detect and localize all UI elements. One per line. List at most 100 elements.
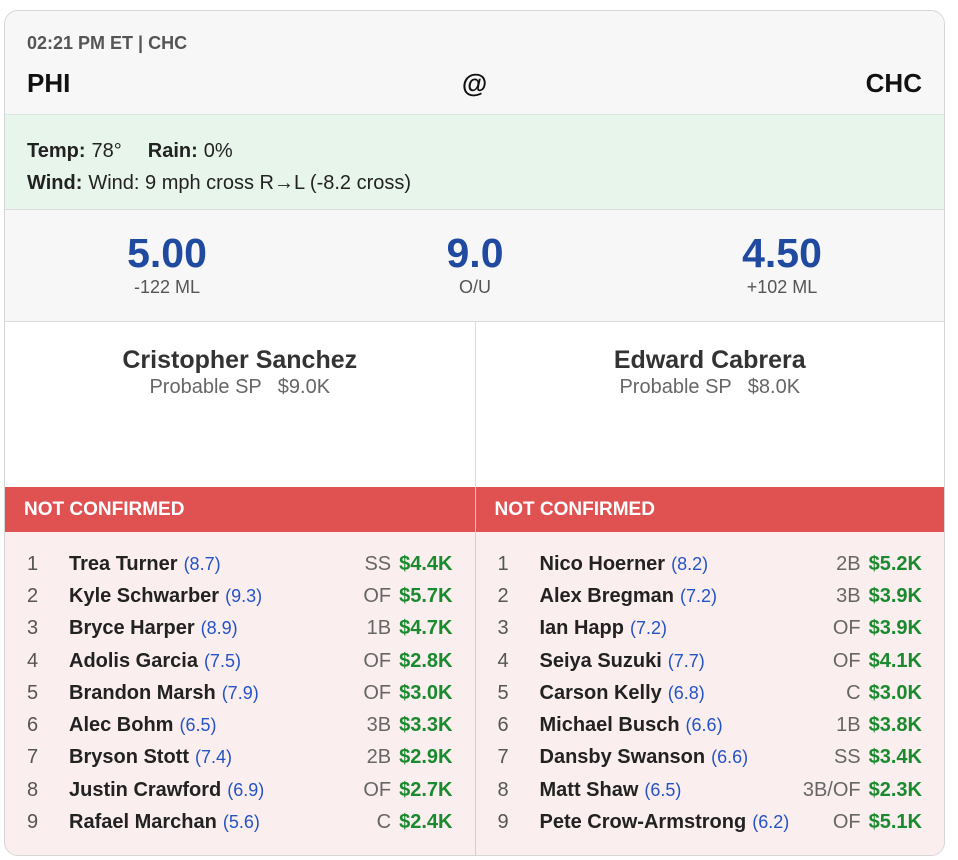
lineups-panel: NOT CONFIRMED 1 Trea Turner (8.7) SS $4.4K 2 K…	[5, 487, 945, 855]
player-projection: (7.2)	[680, 585, 718, 606]
pitchers-panel: Cristopher Sanchez Probable SP $9.0K Edwa…	[5, 322, 944, 487]
player-salary: $4.1K	[868, 649, 922, 672]
away-team[interactable]: PHI	[27, 68, 71, 98]
rain-value: 0%	[203, 139, 233, 162]
batting-order: 3	[27, 617, 39, 640]
player-position: SS	[364, 552, 392, 575]
player-salary: $3.3K	[399, 714, 453, 737]
batting-order: 2	[27, 584, 39, 607]
lineup-row: 2 Kyle Schwarber (9.3) OF $5.7K	[5, 580, 475, 612]
over-under-total: 9.0	[446, 230, 504, 276]
player-salary: $3.0K	[399, 681, 453, 704]
player-name[interactable]: Bryce Harper	[69, 617, 195, 640]
batting-order: 5	[27, 681, 39, 704]
lineup-row: 7 Dansby Swanson (6.6) SS $3.4K	[476, 742, 945, 774]
lineup-row: 3 Bryce Harper (8.9) 1B $4.7K	[5, 613, 475, 645]
lineup-row: 8 Matt Shaw (6.5) 3B/OF $2.3K	[476, 774, 945, 806]
game-time: 02:21 PM ET | CHC	[27, 33, 188, 53]
player-name[interactable]: Michael Busch	[539, 714, 680, 737]
player-salary: $3.8K	[868, 714, 922, 737]
batting-order: 1	[27, 552, 39, 575]
lineup-row: 9 Pete Crow-Armstrong (6.2) OF $5.1K	[476, 806, 945, 838]
away-pitcher-salary: $9.0K	[277, 376, 331, 398]
weather-line-1: Temp: 78° Rain: 0%	[27, 135, 922, 167]
weather-panel: Temp: 78° Rain: 0% Wind: Wind: 9 mph cro…	[5, 114, 944, 210]
home-pitcher-name[interactable]: Edward Cabrera	[613, 346, 806, 374]
player-salary: $3.9K	[868, 617, 922, 640]
player-name[interactable]: Kyle Schwarber	[69, 584, 220, 607]
player-name[interactable]: Trea Turner	[69, 552, 178, 575]
player-name[interactable]: Ian Happ	[539, 617, 624, 640]
player-projection: (6.5)	[179, 715, 217, 736]
batting-order: 5	[497, 681, 509, 704]
odds-panel: 5.00 -122 ML 9.0 O/U 4.50 +102 ML	[5, 210, 944, 322]
away-pitcher-name[interactable]: Cristopher Sanchez	[122, 346, 358, 374]
batting-order: 7	[497, 746, 509, 769]
player-position: 3B	[366, 714, 392, 737]
away-pitcher: Cristopher Sanchez Probable SP $9.0K	[5, 322, 475, 487]
temp-label: Temp:	[27, 139, 86, 162]
player-projection: (7.2)	[629, 618, 667, 639]
player-name[interactable]: Alec Bohm	[69, 714, 174, 737]
player-salary: $5.2K	[868, 552, 922, 575]
player-projection: (7.5)	[203, 650, 241, 671]
lineup-row: 7 Bryson Stott (7.4) 2B $2.9K	[5, 742, 475, 774]
player-projection: (9.3)	[225, 585, 263, 606]
rain-label: Rain:	[147, 139, 198, 162]
game-header: 02:21 PM ET | CHC PHI @ CHC	[5, 11, 944, 114]
away-lineup-list: 1 Trea Turner (8.7) SS $4.4K 2 Kyle Schwarber(…	[5, 532, 475, 839]
home-lineup-list: 1 Nico Hoerner (8.2) 2B $5.2K 2 Alex Bregman (7…	[476, 532, 945, 839]
player-salary: $3.0K	[868, 681, 922, 704]
batting-order: 6	[497, 714, 509, 737]
player-name[interactable]: Brandon Marsh	[69, 681, 216, 704]
player-name[interactable]: Bryson Stott	[69, 746, 189, 769]
player-salary: $5.1K	[868, 811, 922, 834]
batting-order: 8	[27, 778, 39, 801]
player-position: OF	[832, 617, 861, 640]
player-name[interactable]: Matt Shaw	[539, 778, 639, 801]
away-lineup: NOT CONFIRMED 1 Trea Turner (8.7) SS $4.4K 2 K…	[5, 487, 475, 855]
player-name[interactable]: Adolis Garcia	[69, 649, 198, 672]
player-salary: $5.7K	[399, 584, 453, 607]
home-pitcher-role: Probable SP	[619, 376, 732, 398]
player-projection: (7.7)	[667, 650, 705, 671]
player-projection: (7.4)	[195, 747, 233, 768]
lineup-row: 1 Nico Hoerner (8.2) 2B $5.2K	[476, 548, 945, 580]
player-name[interactable]: Pete Crow-Armstrong	[539, 811, 747, 834]
player-projection: (7.9)	[221, 682, 259, 703]
player-projection: (6.6)	[711, 747, 749, 768]
player-position: OF	[363, 778, 392, 801]
player-name[interactable]: Nico Hoerner	[539, 552, 666, 575]
player-name[interactable]: Justin Crawford	[69, 778, 222, 801]
player-position: OF	[363, 649, 392, 672]
wind-label: Wind:	[27, 171, 83, 194]
player-name[interactable]: Alex Bregman	[539, 584, 675, 607]
player-name[interactable]: Rafael Marchan	[69, 811, 217, 834]
player-name[interactable]: Dansby Swanson	[539, 746, 706, 769]
lineup-row: 5 Brandon Marsh (7.9) OF $3.0K	[5, 677, 475, 709]
home-lineup: NOT CONFIRMED 1 Nico Hoerner (8.2) 2B $5.2K 2…	[474, 487, 945, 855]
lineup-row: 4 Adolis Garcia (7.5) OF $2.8K	[5, 645, 475, 677]
player-salary: $3.9K	[868, 584, 922, 607]
away-pitcher-role: Probable SP	[149, 376, 262, 398]
batting-order: 9	[497, 811, 509, 834]
player-position: C	[376, 811, 392, 834]
batting-order: 7	[27, 746, 39, 769]
player-projection: (6.8)	[667, 682, 705, 703]
player-position: 2B	[366, 746, 392, 769]
player-position: OF	[363, 584, 392, 607]
home-pitcher: Edward Cabrera Probable SP $8.0K	[474, 322, 945, 487]
at-symbol: @	[461, 68, 488, 98]
lineup-row: 6 Alec Bohm (6.5) 3B $3.3K	[5, 709, 475, 741]
player-position: 2B	[836, 552, 861, 575]
player-salary: $4.4K	[399, 552, 453, 575]
player-position: C	[846, 681, 861, 704]
lineup-row: 5 Carson Kelly (6.8) C $3.0K	[476, 677, 945, 709]
player-name[interactable]: Seiya Suzuki	[539, 649, 662, 672]
home-team[interactable]: CHC	[865, 68, 922, 98]
player-projection: (6.9)	[227, 779, 265, 800]
player-name[interactable]: Carson Kelly	[539, 681, 662, 704]
temp-value: 78°	[91, 139, 122, 162]
lineup-row: 2 Alex Bregman (7.2) 3B $3.9K	[476, 580, 945, 612]
away-odds: 5.00 -122 ML	[67, 230, 267, 298]
